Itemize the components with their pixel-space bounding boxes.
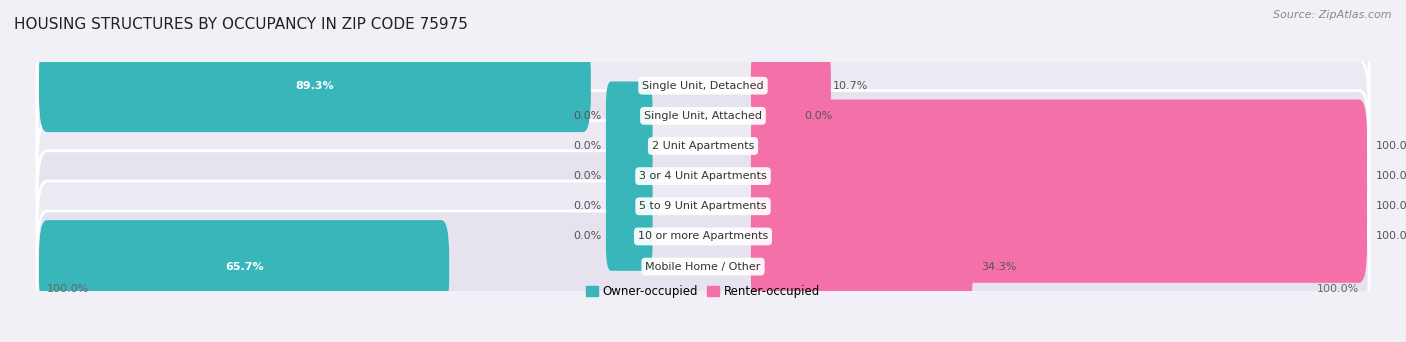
Text: 2 Unit Apartments: 2 Unit Apartments [652,141,754,151]
Text: 0.0%: 0.0% [574,232,602,241]
FancyBboxPatch shape [37,30,1369,141]
FancyBboxPatch shape [606,142,652,211]
FancyBboxPatch shape [606,111,652,180]
Text: 100.0%: 100.0% [1317,284,1360,294]
Text: 10 or more Apartments: 10 or more Apartments [638,232,768,241]
Legend: Owner-occupied, Renter-occupied: Owner-occupied, Renter-occupied [581,281,825,303]
FancyBboxPatch shape [606,172,652,241]
Text: 89.3%: 89.3% [295,81,335,91]
Text: 5 to 9 Unit Apartments: 5 to 9 Unit Apartments [640,201,766,211]
Text: 0.0%: 0.0% [574,171,602,181]
Text: 65.7%: 65.7% [225,262,263,272]
Text: 100.0%: 100.0% [1375,232,1406,241]
Text: Single Unit, Detached: Single Unit, Detached [643,81,763,91]
FancyBboxPatch shape [37,211,1369,322]
FancyBboxPatch shape [37,151,1369,262]
FancyBboxPatch shape [751,39,831,132]
Text: 10.7%: 10.7% [832,81,869,91]
FancyBboxPatch shape [37,60,1369,171]
Text: 0.0%: 0.0% [574,201,602,211]
Text: 34.3%: 34.3% [981,262,1017,272]
Text: HOUSING STRUCTURES BY OCCUPANCY IN ZIP CODE 75975: HOUSING STRUCTURES BY OCCUPANCY IN ZIP C… [14,17,468,32]
Text: 0.0%: 0.0% [574,111,602,121]
Text: 100.0%: 100.0% [1375,201,1406,211]
FancyBboxPatch shape [37,121,1369,232]
FancyBboxPatch shape [37,91,1369,201]
Text: 0.0%: 0.0% [804,111,832,121]
Text: Mobile Home / Other: Mobile Home / Other [645,262,761,272]
Text: 100.0%: 100.0% [1375,171,1406,181]
Text: 3 or 4 Unit Apartments: 3 or 4 Unit Apartments [640,171,766,181]
Text: Single Unit, Attached: Single Unit, Attached [644,111,762,121]
FancyBboxPatch shape [606,202,652,271]
Text: Source: ZipAtlas.com: Source: ZipAtlas.com [1274,10,1392,20]
FancyBboxPatch shape [37,181,1369,292]
Text: 100.0%: 100.0% [46,284,89,294]
FancyBboxPatch shape [751,220,973,313]
FancyBboxPatch shape [751,130,1367,223]
FancyBboxPatch shape [751,190,1367,283]
Text: 100.0%: 100.0% [1375,141,1406,151]
Text: 0.0%: 0.0% [574,141,602,151]
FancyBboxPatch shape [39,39,591,132]
FancyBboxPatch shape [751,160,1367,253]
FancyBboxPatch shape [606,81,652,150]
FancyBboxPatch shape [754,81,800,150]
FancyBboxPatch shape [751,100,1367,193]
FancyBboxPatch shape [39,220,449,313]
